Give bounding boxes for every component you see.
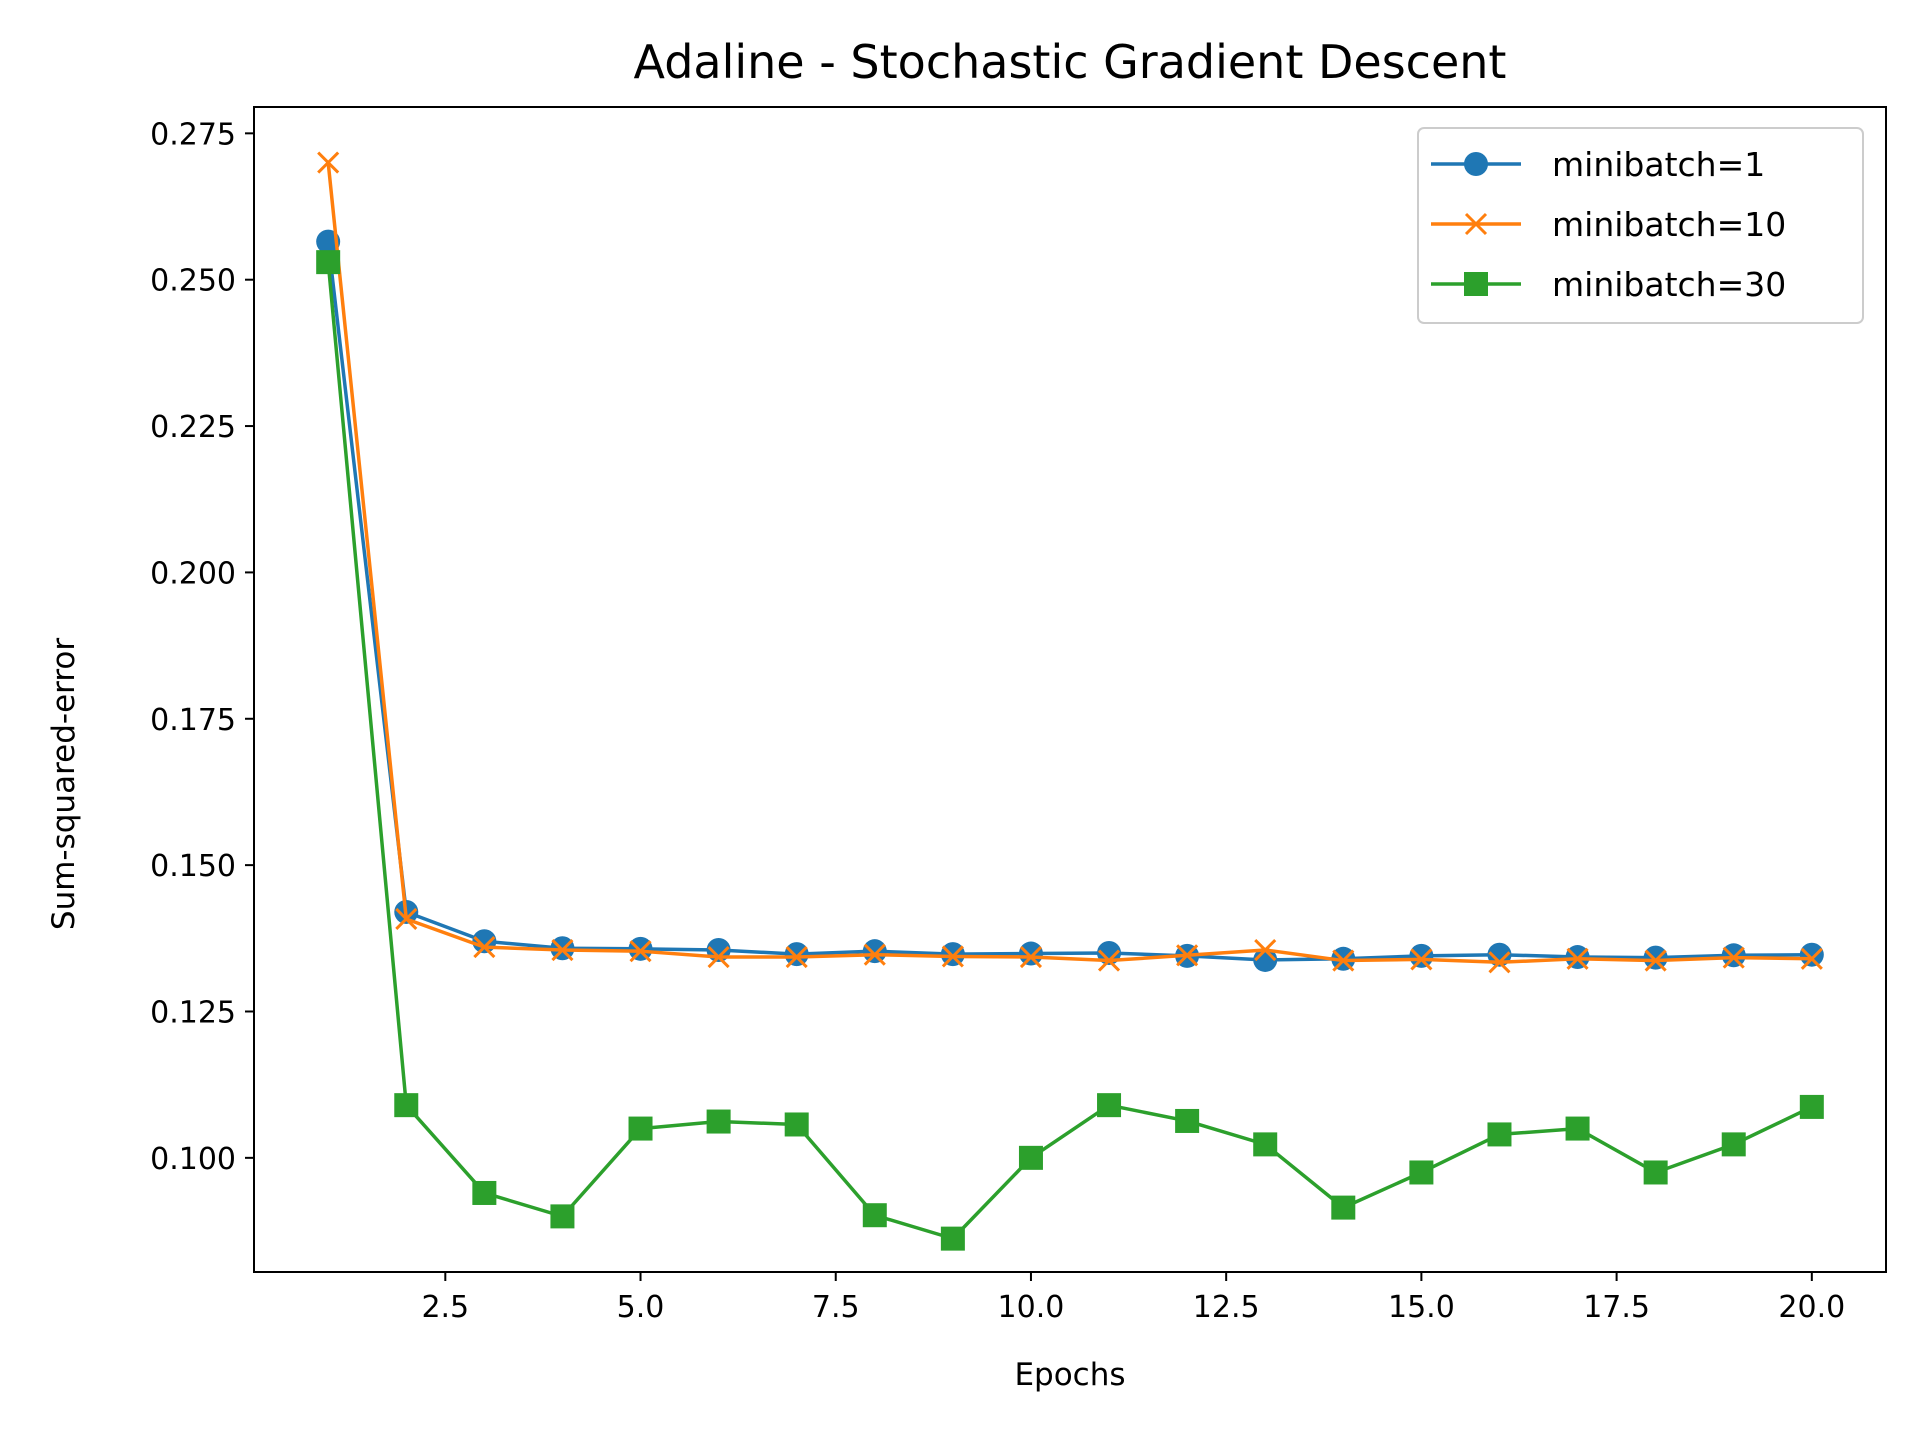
data-point	[1643, 945, 1668, 970]
series-line	[326, 162, 1812, 965]
series-line	[326, 261, 1813, 1241]
x-tick-label: 5.0	[617, 1290, 665, 1325]
data-point	[1018, 941, 1043, 966]
data-point	[472, 929, 497, 954]
legend-item: minibatch=10	[1431, 205, 1786, 244]
data-point	[784, 1112, 809, 1137]
legend-marker	[1464, 212, 1488, 236]
legend-label: minibatch=30	[1552, 265, 1786, 304]
y-tick-label: 0.250	[150, 264, 236, 299]
data-point	[1254, 938, 1277, 962]
data-point	[1409, 1160, 1434, 1185]
data-point	[1018, 1145, 1043, 1170]
plot-frame	[253, 106, 1887, 1273]
x-tick-label: 2.5	[421, 1290, 469, 1325]
x-tick-label: 7.5	[812, 1290, 860, 1325]
series-3	[316, 250, 1824, 1251]
data-point	[862, 1203, 887, 1228]
data-point	[784, 942, 809, 967]
data-point	[1721, 1132, 1746, 1157]
data-point	[940, 942, 965, 967]
legend-label: minibatch=10	[1552, 205, 1786, 244]
data-point	[551, 938, 574, 962]
data-point	[1643, 1160, 1668, 1185]
x-axis-ticks: 2.5 5.0 7.5 10.0 12.5 15.0 17.5 20.0	[421, 1272, 1845, 1325]
data-point	[629, 940, 652, 963]
chart-title: Adaline - Stochastic Gradient Descent	[634, 35, 1507, 89]
y-axis-label: Sum-squared-error	[46, 638, 82, 930]
data-point	[1097, 1093, 1122, 1118]
data-point	[1019, 945, 1043, 969]
data-point	[473, 936, 496, 959]
data-point	[862, 939, 887, 964]
data-point	[785, 945, 808, 969]
data-point	[1176, 944, 1199, 967]
data-point	[1722, 946, 1745, 969]
data-point	[394, 1093, 419, 1118]
data-point	[1800, 947, 1823, 970]
data-point	[1487, 1122, 1512, 1147]
data-point	[707, 945, 730, 969]
data-point	[940, 1226, 965, 1251]
data-point	[1488, 951, 1511, 974]
legend-item: minibatch=1	[1431, 145, 1765, 184]
legend-box	[1417, 127, 1864, 324]
legend-marker	[1464, 152, 1488, 176]
x-tick-label: 20.0	[1778, 1290, 1845, 1325]
legend: minibatch=1 minibatch=10 minibatch=30	[1417, 127, 1864, 324]
legend-item: minibatch=30	[1431, 265, 1786, 304]
data-point	[1175, 1108, 1200, 1133]
data-point	[1566, 947, 1589, 970]
data-point	[550, 1204, 575, 1229]
data-point	[941, 945, 964, 968]
data-point	[1410, 948, 1433, 971]
x-tick-label: 10.0	[998, 1290, 1065, 1325]
data-point	[706, 1109, 731, 1134]
data-point	[1253, 1132, 1278, 1157]
data-point	[1331, 1195, 1356, 1220]
x-tick-label: 15.0	[1388, 1290, 1455, 1325]
legend-marker	[1464, 272, 1488, 296]
series-layer	[316, 151, 1824, 1251]
data-point	[628, 1116, 653, 1141]
data-point	[628, 936, 653, 961]
series-line	[326, 241, 1812, 962]
legend-label: minibatch=1	[1552, 145, 1765, 184]
data-point	[1565, 1116, 1590, 1141]
y-tick-label: 0.125	[150, 995, 236, 1030]
data-point	[317, 151, 340, 174]
data-point	[1409, 943, 1434, 968]
y-tick-label: 0.275	[150, 117, 236, 152]
x-tick-label: 12.5	[1193, 1290, 1260, 1325]
x-axis-label: Epochs	[1014, 1357, 1125, 1393]
y-tick-label: 0.200	[150, 556, 236, 591]
data-point	[472, 1180, 497, 1205]
data-point	[1644, 949, 1667, 972]
data-point	[1721, 943, 1746, 968]
data-point	[1332, 949, 1355, 972]
series-2	[317, 151, 1823, 974]
y-tick-label: 0.175	[150, 703, 236, 738]
y-tick-label: 0.150	[150, 849, 236, 884]
data-point	[316, 250, 341, 275]
y-tick-label: 0.100	[150, 1142, 236, 1177]
y-tick-label: 0.225	[150, 410, 236, 445]
data-point	[1799, 1094, 1824, 1119]
data-point	[1097, 949, 1121, 972]
data-point	[395, 907, 418, 931]
data-point	[1799, 942, 1824, 967]
y-axis-ticks: 0.100 0.125 0.150 0.175 0.200 0.225 0.250 0.275	[150, 117, 254, 1177]
data-point	[863, 943, 886, 966]
x-tick-label: 17.5	[1583, 1290, 1650, 1325]
